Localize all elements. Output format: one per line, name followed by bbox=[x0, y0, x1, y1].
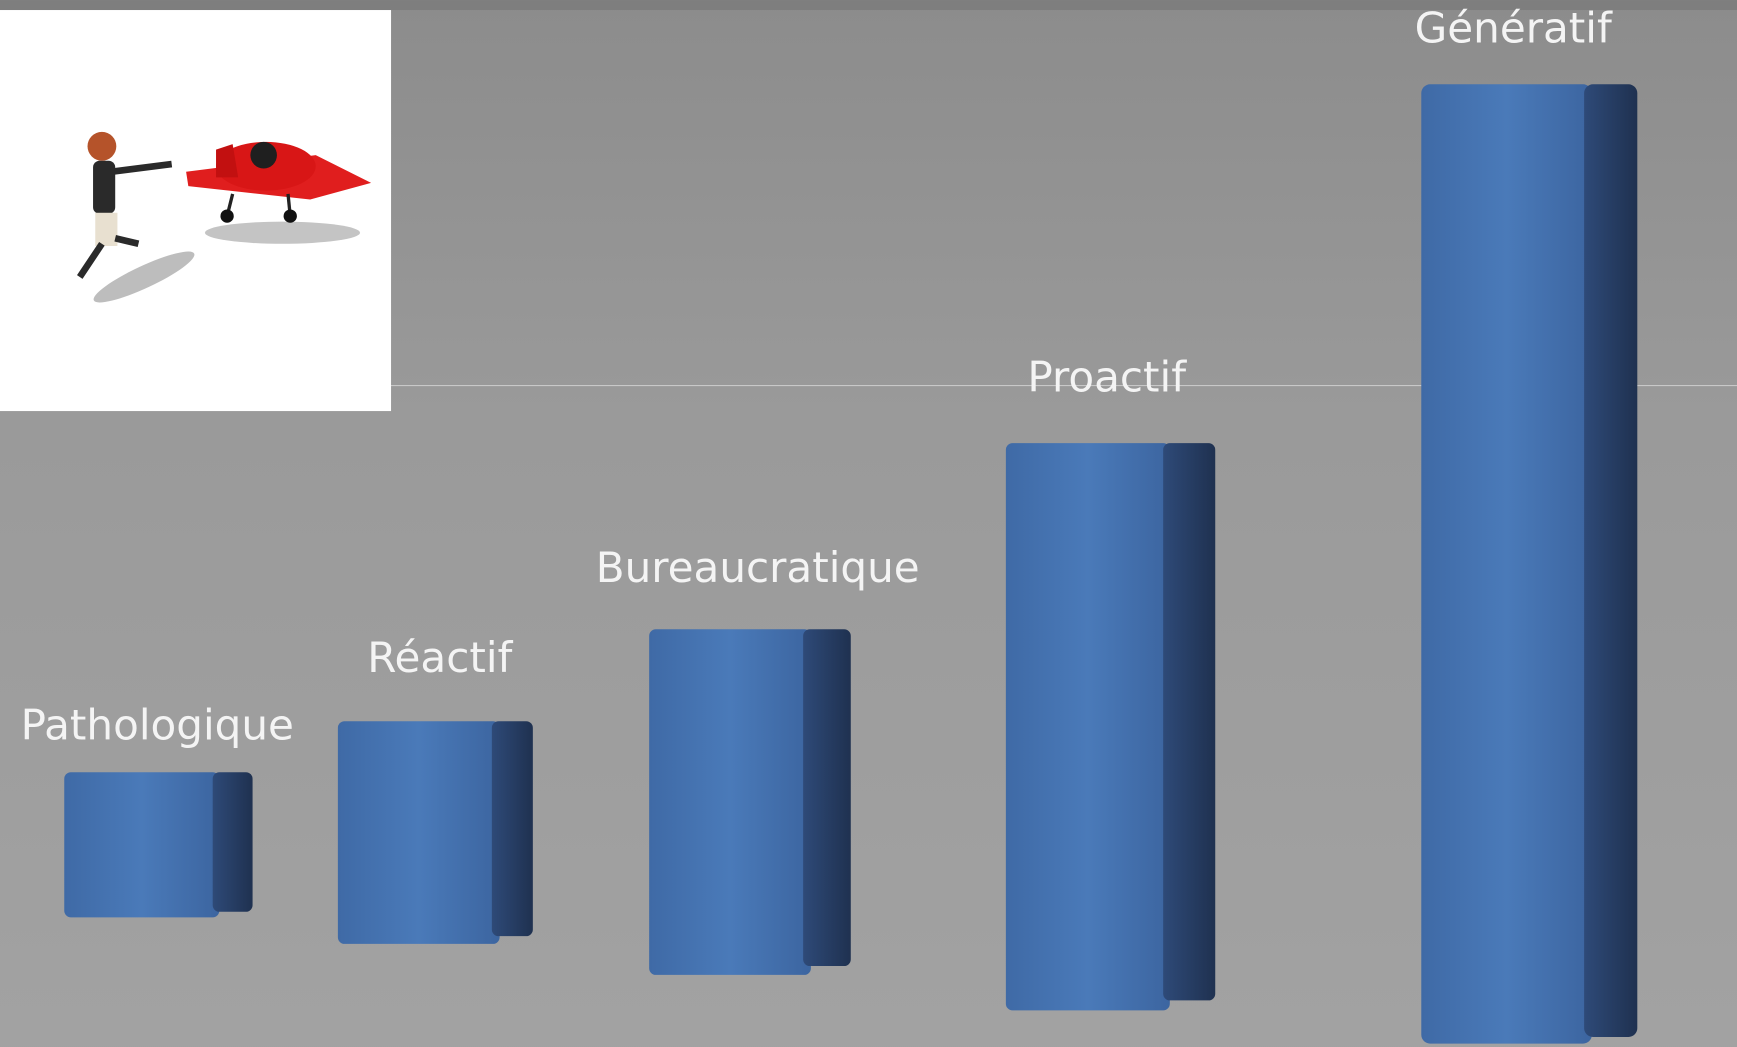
bar-generatif bbox=[1421, 84, 1638, 1044]
level-label: Réactif bbox=[367, 633, 513, 682]
clipart bbox=[0, 10, 392, 412]
level-label: Pathologique bbox=[21, 700, 294, 749]
bar-pathologique bbox=[64, 772, 253, 918]
level-label: Bureaucratique bbox=[596, 543, 920, 592]
bar-bureaucratique bbox=[649, 629, 851, 975]
level-label: Génératif bbox=[1415, 4, 1613, 53]
bar-proactif bbox=[1005, 443, 1216, 1011]
bar-reactif bbox=[337, 721, 533, 944]
level-label: Proactif bbox=[1027, 353, 1187, 402]
top-band bbox=[0, 0, 1737, 11]
